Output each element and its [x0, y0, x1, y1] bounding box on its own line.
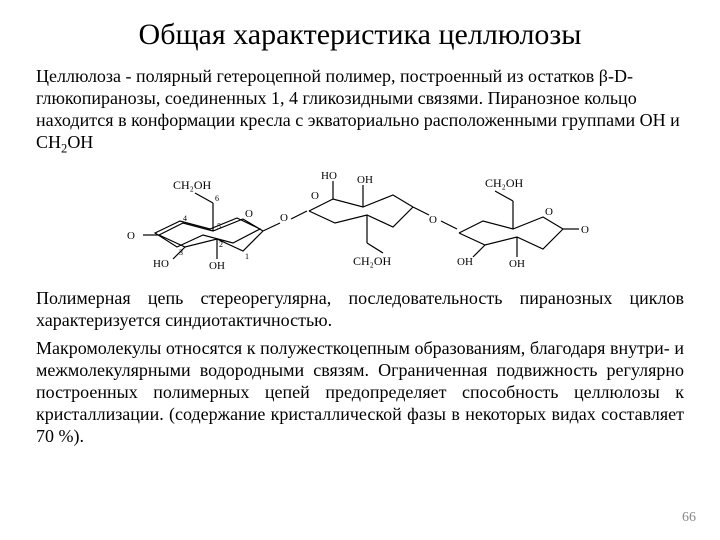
svg-text:CH₂OH: CH₂OH — [173, 178, 212, 192]
pyranose-unit-3: O CH₂OH OH OH O — [457, 176, 589, 270]
svg-text:OH: OH — [209, 260, 225, 272]
page-number: 66 — [682, 510, 696, 526]
svg-text:2: 2 — [219, 240, 223, 249]
svg-text:1: 1 — [245, 252, 249, 261]
para-stereo: Полимерная цепь стереорегулярна, последо… — [36, 288, 684, 332]
svg-text:O: O — [127, 230, 135, 242]
svg-text:5: 5 — [217, 222, 221, 231]
svg-text:HO: HO — [153, 258, 169, 270]
svg-text:CH₂OH: CH₂OH — [353, 254, 392, 268]
svg-text:4: 4 — [183, 214, 187, 223]
intro-paragraph: Целлюлоза - полярный гетероцепной полиме… — [36, 66, 684, 157]
pyranose-unit-1: O CH₂OH 6 5 4 3 2 1 O HO — [127, 178, 307, 272]
intro-text: Целлюлоза - полярный гетероцепной полиме… — [36, 66, 680, 152]
page-title: Общая характеристика целлюлозы — [36, 18, 684, 52]
svg-text:O: O — [311, 190, 319, 202]
svg-text:OH: OH — [509, 258, 525, 270]
svg-text:O: O — [581, 224, 589, 236]
intro-tail: OH — [67, 132, 93, 152]
svg-text:HO: HO — [321, 170, 337, 182]
svg-text:O: O — [280, 212, 288, 224]
chemistry-svg: O CH₂OH 6 5 4 3 2 1 O HO — [125, 163, 595, 273]
svg-text:O: O — [245, 208, 253, 220]
svg-text:OH: OH — [457, 256, 473, 268]
pyranose-unit-2: O CH₂OH HO OH O — [309, 170, 457, 268]
svg-text:6: 6 — [215, 194, 219, 203]
cellulose-structure-diagram: O CH₂OH 6 5 4 3 2 1 O HO — [36, 163, 684, 278]
svg-text:O: O — [545, 206, 553, 218]
para-macromolecules: Макромолекулы относятся к полужесткоцепн… — [36, 338, 684, 448]
svg-text:OH: OH — [357, 174, 373, 186]
svg-text:O: O — [429, 214, 437, 226]
svg-text:CH₂OH: CH₂OH — [485, 176, 524, 190]
